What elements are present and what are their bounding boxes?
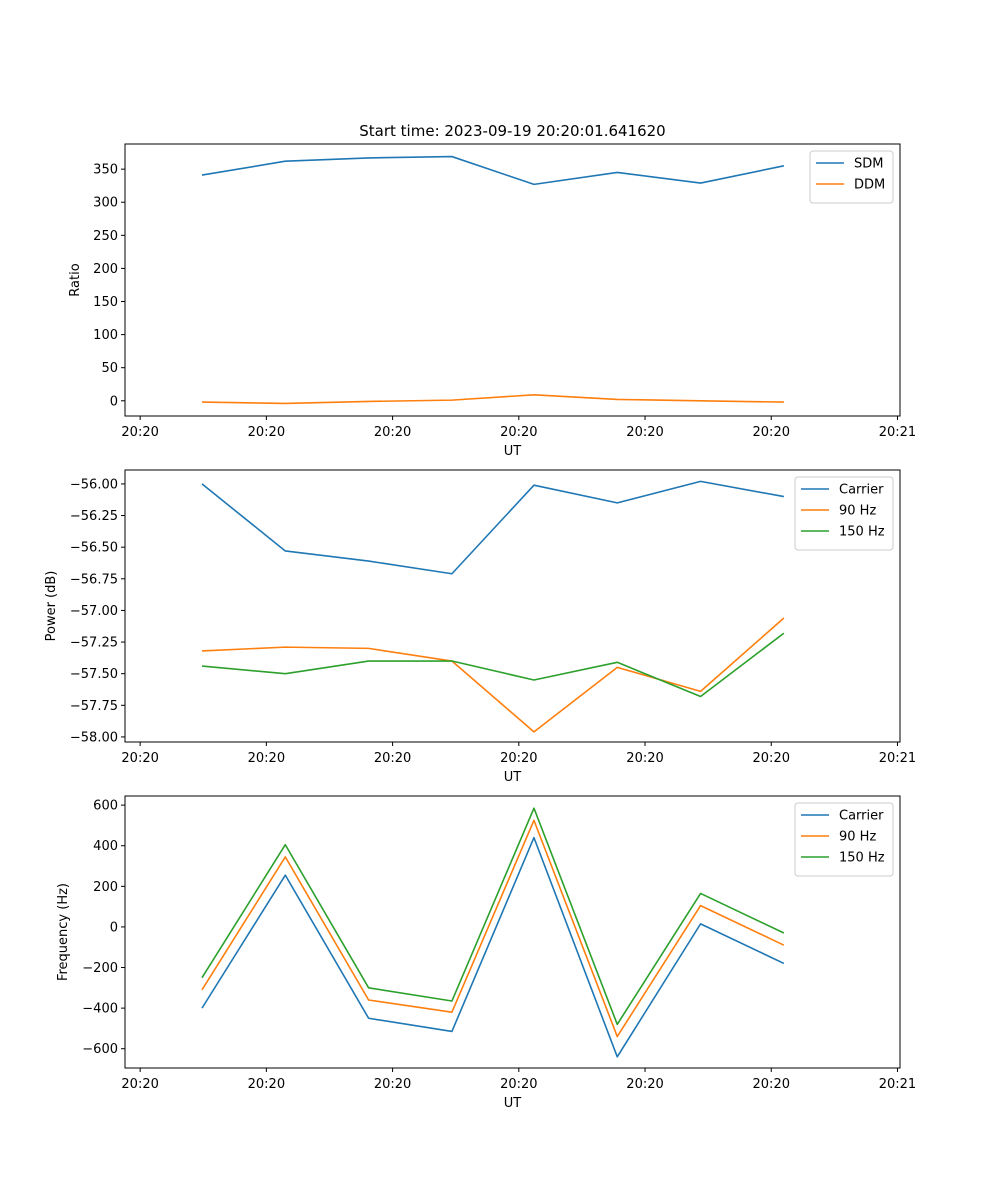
panel-3: 20:20 20:20 20:20 20:20 20:20 20:20 20:21 −600 −… bbox=[56, 795, 916, 1111]
panel-2: 20:20 20:20 20:20 20:20 20:20 20:20 20:21 −58.0… bbox=[44, 469, 916, 785]
legend-label-90-hz: 90 Hz bbox=[839, 830, 876, 845]
x-tick-label: 20:20 bbox=[374, 751, 411, 766]
series-line-150-hz bbox=[201, 632, 785, 698]
y-tick-label: 0 bbox=[110, 920, 118, 935]
y-tick-label: −57.50 bbox=[70, 667, 118, 682]
axes-frame bbox=[124, 143, 901, 417]
y-tick-label: −600 bbox=[82, 1042, 118, 1057]
y-axis-label: Ratio bbox=[68, 263, 83, 296]
panels: 20:20 20:20 20:20 20:20 20:20 20:20 20:21 0 50 10… bbox=[44, 143, 916, 1111]
x-tick-label: 20:20 bbox=[121, 1077, 158, 1092]
y-tick-label: −56.75 bbox=[70, 572, 118, 587]
y-tick-label: 350 bbox=[93, 163, 118, 178]
y-tick-label: 50 bbox=[101, 361, 118, 376]
y-tick-label: 100 bbox=[93, 328, 118, 343]
axes-frame bbox=[124, 795, 901, 1069]
y-tick-label: −57.75 bbox=[70, 699, 118, 714]
y-tick-label: 200 bbox=[93, 880, 118, 895]
y-tick-label: −57.00 bbox=[70, 604, 118, 619]
y-tick-label: −56.25 bbox=[70, 509, 118, 524]
x-tick-label: 20:20 bbox=[753, 751, 790, 766]
y-tick-label: −56.00 bbox=[70, 477, 118, 492]
legend: SDM DDM bbox=[809, 150, 894, 204]
legend-label-carrier: Carrier bbox=[839, 809, 884, 824]
legend-label-150-hz: 150 Hz bbox=[839, 851, 885, 866]
y-tick-label: 0 bbox=[110, 394, 118, 409]
y-tick-label: −57.25 bbox=[70, 636, 118, 651]
x-tick-label: 20:20 bbox=[121, 425, 158, 440]
legend-label-ddm: DDM bbox=[854, 178, 885, 193]
x-tick-label: 20:21 bbox=[879, 751, 916, 766]
legend-label-150-hz: 150 Hz bbox=[839, 525, 885, 540]
y-tick-label: 150 bbox=[93, 295, 118, 310]
panel-1: 20:20 20:20 20:20 20:20 20:20 20:20 20:21 0 50 10… bbox=[68, 143, 916, 459]
series-line-carrier bbox=[201, 480, 785, 575]
y-tick-label: 600 bbox=[93, 799, 118, 814]
axes-frame bbox=[124, 469, 901, 743]
x-tick-label: 20:20 bbox=[500, 425, 537, 440]
x-tick-label: 20:21 bbox=[879, 425, 916, 440]
x-tick-label: 20:20 bbox=[753, 1077, 790, 1092]
legend-label-carrier: Carrier bbox=[839, 483, 884, 498]
x-tick-label: 20:20 bbox=[753, 425, 790, 440]
x-axis-label: UT bbox=[504, 1096, 522, 1111]
y-tick-label: 250 bbox=[93, 229, 118, 244]
series-line-carrier bbox=[201, 836, 785, 1058]
x-tick-label: 20:20 bbox=[500, 1077, 537, 1092]
y-axis-label: Frequency (Hz) bbox=[56, 883, 71, 981]
y-tick-label: 300 bbox=[93, 196, 118, 211]
x-tick-label: 20:21 bbox=[879, 1077, 916, 1092]
x-tick-label: 20:20 bbox=[248, 751, 285, 766]
x-tick-label: 20:20 bbox=[248, 1077, 285, 1092]
x-axis-label: UT bbox=[504, 770, 522, 785]
series-line-90-hz bbox=[201, 819, 785, 1038]
x-tick-label: 20:20 bbox=[121, 751, 158, 766]
legend: Carrier 90 Hz 150 Hz bbox=[794, 476, 894, 551]
x-tick-label: 20:20 bbox=[374, 425, 411, 440]
y-tick-label: 200 bbox=[93, 262, 118, 277]
y-axis-label: Power (dB) bbox=[44, 571, 59, 642]
x-tick-label: 20:20 bbox=[626, 425, 663, 440]
series-line-ddm bbox=[201, 394, 784, 405]
y-tick-label: −200 bbox=[82, 961, 118, 976]
x-axis-label: UT bbox=[504, 444, 522, 459]
x-tick-label: 20:20 bbox=[626, 1077, 663, 1092]
y-tick-label: −56.50 bbox=[70, 541, 118, 556]
x-tick-label: 20:20 bbox=[500, 751, 537, 766]
x-tick-label: 20:20 bbox=[374, 1077, 411, 1092]
legend-label-90-hz: 90 Hz bbox=[839, 504, 876, 519]
x-tick-label: 20:20 bbox=[626, 751, 663, 766]
y-tick-label: 400 bbox=[93, 839, 118, 854]
series-line-90-hz bbox=[201, 617, 785, 733]
y-tick-label: −58.00 bbox=[70, 730, 118, 745]
series-line-150-hz bbox=[201, 807, 785, 1026]
legend-box bbox=[809, 150, 894, 204]
legend: Carrier 90 Hz 150 Hz bbox=[794, 802, 894, 877]
series-line-sdm bbox=[201, 155, 785, 186]
legend-label-sdm: SDM bbox=[854, 157, 883, 172]
figure-title: Start time: 2023-09-19 20:20:01.641620 bbox=[359, 122, 665, 140]
y-tick-label: −400 bbox=[82, 1002, 118, 1017]
x-tick-label: 20:20 bbox=[248, 425, 285, 440]
